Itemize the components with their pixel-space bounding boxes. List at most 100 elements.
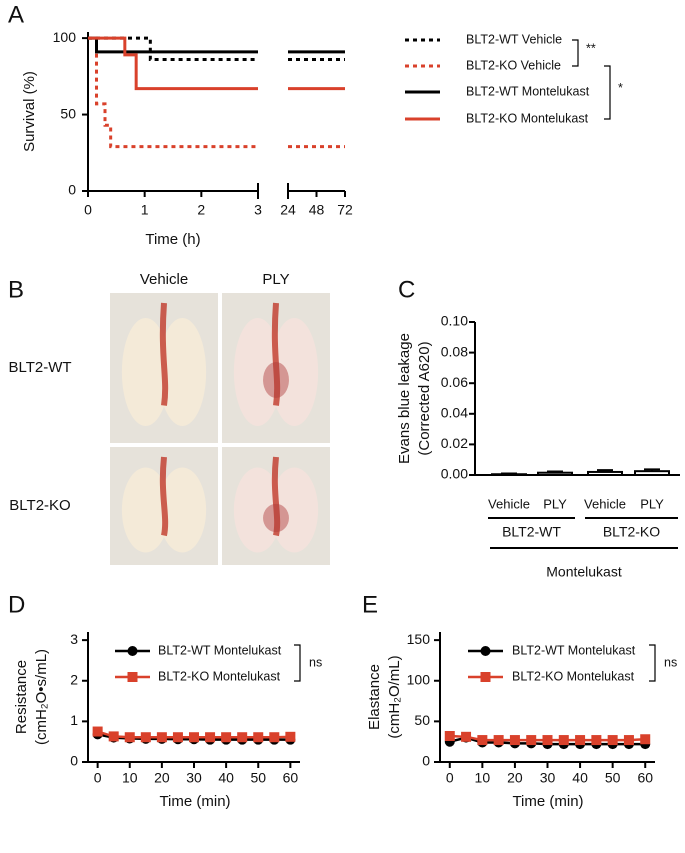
legend-label: BLT2-WT Montelukast [512,643,636,657]
marker [124,732,135,743]
y-axis-title: Elastance [366,664,383,730]
y-axis-title: Evans blue leakage [396,333,413,464]
legend-label: BLT2-KO Montelukast [512,669,635,683]
x-tick-label: 1 [141,202,149,218]
group-label: BLT2-WT [502,524,561,540]
marker [493,735,504,746]
lung-lobe [158,318,207,426]
x-tick-label: 48 [309,202,325,218]
trachea [159,456,169,537]
y-axis-title: (Corrected A620) [416,341,433,455]
significance-label: ns [664,655,677,669]
y-tick-label: 0.04 [441,405,468,421]
series-line [88,36,345,62]
marker [172,732,183,743]
x-tick-label: 10 [122,770,138,786]
y-tick-label: 0.10 [441,313,468,329]
marker [156,732,167,743]
y-tick-label: 150 [407,631,431,647]
marker [189,732,199,743]
x-tick-label: 20 [154,770,170,786]
x-tick-label: 30 [540,770,556,786]
marker [269,732,280,743]
panel-label: C [398,276,415,303]
x-tick-label: 50 [250,770,266,786]
significance-bracket [649,644,656,682]
lung-lobe [233,318,282,426]
marker [509,735,520,746]
marker [558,735,569,746]
y-tick-label: 0.08 [441,343,468,359]
x-tick-label: 60 [637,770,653,786]
x-tick-label: 2 [197,202,205,218]
legend-marker [127,646,138,656]
legend-label: BLT2-WT Montelukast [158,643,282,657]
x-axis-title: Time (min) [159,793,230,810]
category-label: Vehicle [584,496,626,511]
legend-marker [480,646,491,656]
y-tick-label: 3 [70,631,78,647]
y-tick-label: 0 [68,182,76,198]
x-axis-title: Time (h) [145,231,200,248]
x-axis-title: Time (min) [512,793,583,810]
y-axis-title: (cmH₂O/mL) [386,655,403,738]
y-tick-label: 0.00 [441,466,468,482]
marker [623,735,634,746]
marker [575,735,586,746]
panel-label: A [8,1,24,28]
significance-bracket [604,65,611,120]
y-tick-label: 0.06 [441,374,468,390]
significance-label: ns [309,655,322,669]
marker [477,735,488,746]
trachea [159,302,169,406]
legend-marker [480,672,491,682]
x-tick-label: 20 [507,770,523,786]
legend-label: BLT2-KO Montelukast [158,669,281,683]
y-axis-title: Resistance [13,660,30,734]
y-tick-label: 0 [70,753,78,769]
y-tick-label: 2 [70,671,78,687]
y-tick-label: 0 [422,753,430,769]
error-bar [597,469,613,472]
panel-label: D [8,591,25,618]
lung-lobe [270,467,319,553]
panel-label: E [362,591,378,618]
marker [253,732,264,743]
x-tick-label: 60 [283,770,299,786]
bar [587,470,623,477]
significance-label: ** [586,41,596,55]
x-tick-label: 30 [186,770,202,786]
legend-label: BLT2-KO Montelukast [466,111,589,125]
trachea [271,456,281,537]
y-axis-title: (cmH₂O•s/mL) [33,649,50,745]
marker [526,735,537,746]
marker [607,735,618,746]
marker [542,735,553,746]
x-tick-label: 10 [475,770,491,786]
marker [237,732,248,743]
bar [537,471,573,476]
group-label: BLT2-KO [603,524,660,540]
x-tick-label: 3 [254,202,262,218]
error-bar [547,470,563,473]
error-bar [644,468,660,472]
x-tick-label: 40 [218,770,234,786]
hemorrhage [263,362,289,398]
lung-lobe [121,467,170,553]
y-axis-title: Survival (%) [21,71,38,152]
marker [444,731,455,741]
y-tick-label: 100 [53,29,77,45]
x-tick-label: 24 [280,202,296,218]
row-label: BLT2-KO [9,497,70,514]
lung-lobe [121,318,170,426]
legend-label: BLT2-WT Montelukast [466,84,590,98]
error-bar [501,472,517,475]
lung-lobe [233,467,282,553]
y-tick-label: 1 [70,712,78,728]
x-tick-label: 0 [446,770,454,786]
category-label: PLY [640,496,664,511]
lung-lobe [158,467,207,553]
marker [591,735,602,746]
y-tick-label: 50 [414,712,430,728]
row-label: BLT2-WT [8,359,71,376]
